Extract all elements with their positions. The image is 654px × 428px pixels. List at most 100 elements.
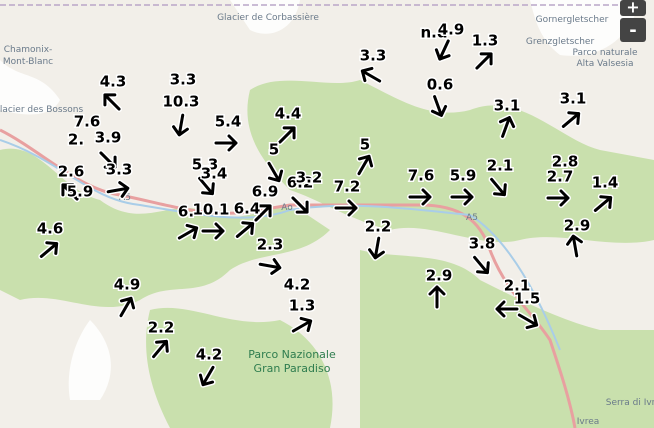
wind-speed: 2. <box>68 131 84 149</box>
wind-speed: 1.3 <box>289 297 316 315</box>
wind-speed: 10.1 <box>192 201 229 219</box>
wind-station: 2.3 <box>255 234 285 277</box>
wind-station: 1.3 <box>470 30 500 72</box>
wind-arrow <box>546 189 570 207</box>
wind-station: 2.9 <box>424 265 454 310</box>
wind-speed: 2.7 <box>547 168 574 186</box>
wind-station: 5.9 <box>448 165 478 207</box>
wind-station: 5 <box>266 139 285 184</box>
wind-station: 1.4 <box>590 172 620 214</box>
wind-speed: 2.2 <box>148 319 175 337</box>
wind-speed: 4.9 <box>438 21 465 39</box>
place-label: Mont-Blanc <box>3 57 53 67</box>
wind-arrow <box>561 111 581 128</box>
wind-speed: 4.6 <box>37 220 64 238</box>
wind-station: 7.62. 3.9 <box>66 111 123 171</box>
wind-station: 5.33.4 <box>190 154 229 197</box>
wind-speed: n.d <box>420 24 447 42</box>
glacier <box>0 0 640 400</box>
wind-speed: 3.3 <box>360 47 387 65</box>
wind-arrow <box>357 154 374 176</box>
wind-speed: 4.2 <box>284 276 311 294</box>
wind-station: 4.21.3 <box>282 274 317 334</box>
place-label: A5 <box>466 213 478 223</box>
wind-station: 2.2 <box>146 317 176 360</box>
wind-station: 6.23.2 <box>285 167 324 216</box>
wind-station: 3.1 <box>558 88 588 130</box>
wind-arrow <box>267 161 284 183</box>
place-label: Gornergletscher <box>536 15 609 25</box>
wind-arrow <box>177 223 199 240</box>
wind-speed: 2.2 <box>365 218 392 236</box>
wind-arrow <box>334 199 358 217</box>
wind-arrow <box>198 365 215 387</box>
wind-station: 6.9 <box>250 181 280 224</box>
wind-station: 2.82.7 <box>545 151 580 208</box>
place-label: Gran Paradiso <box>254 362 331 375</box>
wind-speed: 3.3 <box>106 161 133 179</box>
wind-station: 0.6 <box>425 74 455 119</box>
wind-arrow <box>214 134 238 152</box>
wind-speed: 6.4 <box>234 200 261 218</box>
wind-station: 4.6 <box>35 218 65 260</box>
zoom-in-label: + <box>626 0 639 17</box>
wind-speed: 10.3 <box>162 93 199 111</box>
wind-arrow <box>103 93 121 111</box>
wind-arrow <box>434 39 451 61</box>
wind-station: 2.65.9 <box>56 161 95 203</box>
wind-speed: 4.3 <box>100 73 127 91</box>
wind-speed: 7.6 <box>74 113 101 131</box>
wind-speed: 5.9 <box>67 183 94 201</box>
place-label: A5 <box>119 193 131 203</box>
wind-arrow <box>360 66 382 83</box>
wind-speed: 5 <box>269 141 279 159</box>
wind-arrow <box>235 221 255 238</box>
wind-station: 3.1 <box>492 95 522 140</box>
river <box>0 139 561 351</box>
wind-speed: 2.1 <box>504 277 531 295</box>
wind-arrow <box>278 126 296 144</box>
wind-arrow <box>495 300 519 318</box>
wind-speed: 2.6 <box>58 163 85 181</box>
wind-arrow <box>172 113 189 137</box>
wind-arrow <box>473 255 490 275</box>
place-label: Grenzgletscher <box>526 37 595 47</box>
wind-station: 2.2 <box>363 216 393 261</box>
wind-speed: 7.6 <box>408 167 435 185</box>
wind-speed: 5.9 <box>450 167 477 185</box>
wind-arrow <box>152 339 169 359</box>
wind-speed: 7.2 <box>334 178 361 196</box>
wind-station: 1.5 <box>512 288 542 331</box>
wind-arrow <box>119 296 136 318</box>
place-label: Serra di Ivrea <box>606 398 654 408</box>
wind-arrow <box>517 313 539 330</box>
wind-station: 3.3 10.3 <box>161 69 201 138</box>
wind-speed: 4.2 <box>196 346 223 364</box>
wind-station: 4.9 <box>112 274 142 319</box>
wind-arrow <box>106 181 130 198</box>
zoom-out[interactable] <box>620 18 646 42</box>
wind-station: 7.2 <box>332 176 362 218</box>
wind-station: 4.3 <box>98 71 128 113</box>
wind-arrow <box>498 116 516 138</box>
wind-station: 5.4 <box>213 111 243 153</box>
wind-station: 7.6 <box>406 165 436 207</box>
wind-arrow <box>99 151 117 169</box>
zoom-out-label: - <box>629 20 636 41</box>
wind-speed: 5 <box>360 136 370 154</box>
place-label: Chamonix- <box>4 45 53 55</box>
wind-station: 6. <box>176 201 200 241</box>
place-label: Parco Nazionale <box>248 348 336 361</box>
wind-speed: 6. <box>178 203 194 221</box>
wind-speed: 3.1 <box>494 97 521 115</box>
zoom-in[interactable] <box>620 0 646 16</box>
wind-station: 3.3 <box>104 159 134 200</box>
wind-speed: 2.9 <box>426 267 453 285</box>
wind-station: 3.3 <box>358 45 388 84</box>
wind-station: 2.1 <box>485 155 515 198</box>
wind-speed: 3.4 <box>201 165 228 183</box>
wind-speed: 6.2 <box>287 174 314 192</box>
wind-speed: 2.9 <box>564 217 591 235</box>
wind-station: 5 <box>356 134 375 177</box>
wind-speed: 2.1 <box>487 157 514 175</box>
